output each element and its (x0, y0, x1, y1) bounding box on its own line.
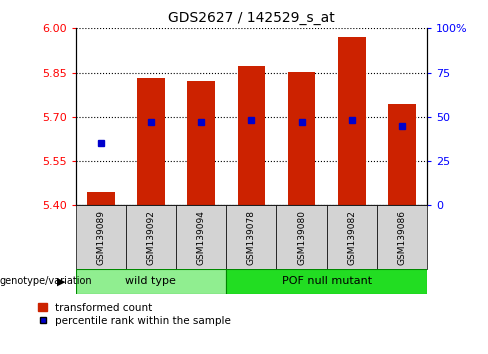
Text: GSM139089: GSM139089 (96, 210, 105, 265)
Text: wild type: wild type (125, 276, 176, 286)
Bar (238, 66, 265, 205)
Text: GSM139080: GSM139080 (297, 210, 306, 265)
Bar (176, 205, 226, 269)
Bar (288, 72, 315, 205)
Bar (76, 269, 226, 294)
Bar (226, 205, 276, 269)
Bar (137, 78, 165, 205)
Text: GSM139092: GSM139092 (146, 210, 156, 265)
Text: genotype/variation: genotype/variation (0, 276, 93, 286)
Bar (338, 36, 366, 205)
Legend: transformed count, percentile rank within the sample: transformed count, percentile rank withi… (39, 303, 231, 326)
Bar (76, 205, 126, 269)
Text: GSM139086: GSM139086 (397, 210, 407, 265)
Bar (377, 205, 427, 269)
Text: GSM139094: GSM139094 (197, 210, 205, 265)
Title: GDS2627 / 142529_s_at: GDS2627 / 142529_s_at (168, 11, 335, 24)
Text: GSM139082: GSM139082 (347, 210, 356, 265)
Bar (187, 81, 215, 205)
Bar (126, 205, 176, 269)
Bar (388, 104, 416, 205)
Text: POF null mutant: POF null mutant (282, 276, 372, 286)
Bar (87, 192, 115, 205)
Bar (326, 205, 377, 269)
Text: GSM139078: GSM139078 (247, 210, 256, 265)
Text: ▶: ▶ (58, 276, 66, 286)
Bar (276, 205, 326, 269)
Bar (226, 269, 427, 294)
